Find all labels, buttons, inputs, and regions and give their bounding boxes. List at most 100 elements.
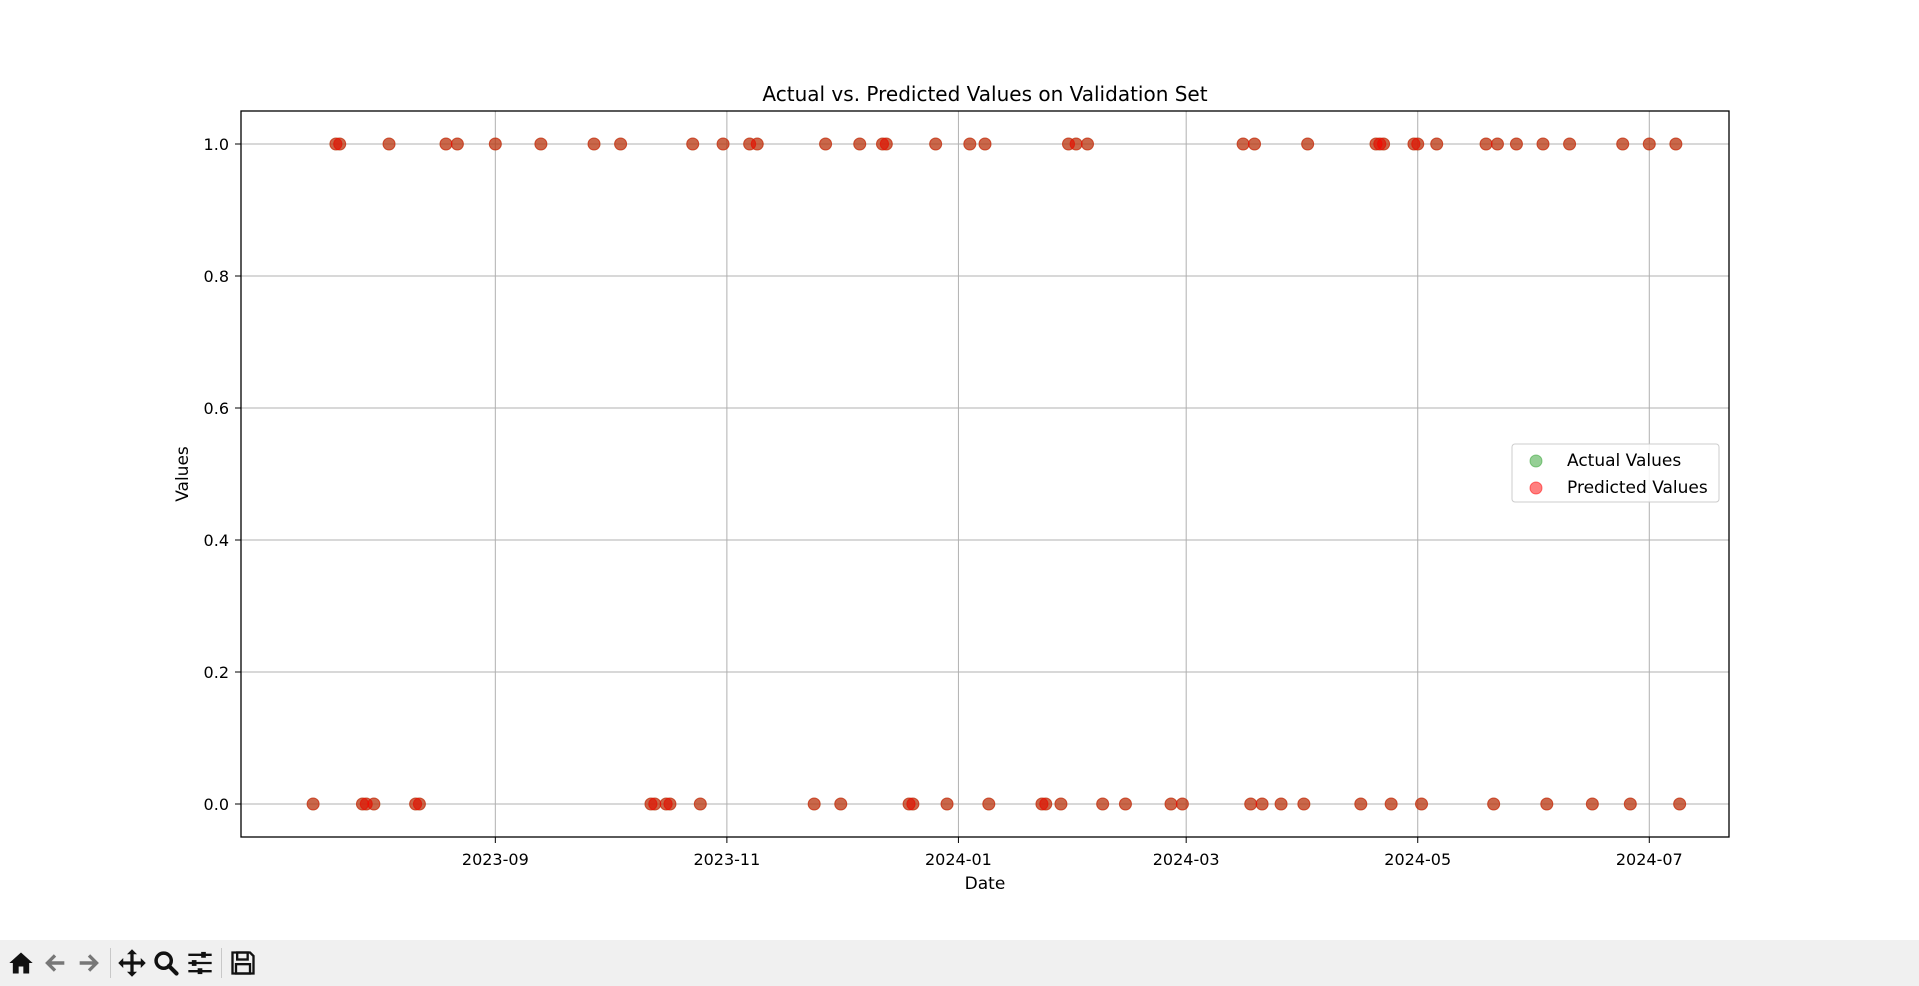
predicted-value-point: [1669, 137, 1683, 151]
predicted-value-point: [978, 137, 992, 151]
predicted-value-point: [1354, 797, 1368, 811]
predicted-value-point: [906, 797, 920, 811]
predicted-value-point: [1384, 797, 1398, 811]
predicted-value-point: [834, 797, 848, 811]
predicted-value-point: [439, 137, 453, 151]
toolbar-separator: [221, 948, 222, 978]
predicted-value-point: [819, 137, 833, 151]
predicted-value-point: [929, 137, 943, 151]
predicted-value-point: [1415, 797, 1429, 811]
predicted-value-point: [587, 137, 601, 151]
predicted-value-point: [1430, 137, 1444, 151]
predicted-value-point: [807, 797, 821, 811]
toolbar-separator: [110, 948, 111, 978]
predicted-value-point: [1039, 797, 1053, 811]
predicted-value-point: [412, 797, 426, 811]
x-tick-label: 2024-03: [1153, 850, 1220, 869]
predicted-value-point: [686, 137, 700, 151]
y-tick-label: 0.4: [204, 531, 229, 550]
y-axis-label: Values: [173, 446, 193, 502]
axes-frame: [240, 110, 1730, 838]
predicted-value-point: [853, 137, 867, 151]
predicted-value-point: [1080, 137, 1094, 151]
predicted-value-point: [1642, 137, 1656, 151]
predicted-value-point: [940, 797, 954, 811]
legend-box: [1511, 443, 1720, 503]
predicted-value-point: [1297, 797, 1311, 811]
predicted-value-point: [1096, 797, 1110, 811]
configure-subplots-button[interactable]: [183, 946, 217, 980]
predicted-value-point: [1540, 797, 1554, 811]
predicted-value-point: [614, 137, 628, 151]
arrow-left-icon: [45, 954, 65, 972]
predicted-value-point: [1623, 797, 1637, 811]
x-tick-label: 2024-07: [1616, 850, 1683, 869]
y-tick-label: 0.2: [204, 663, 229, 682]
predicted-value-point: [1255, 797, 1269, 811]
predicted-value-point: [1236, 137, 1250, 151]
predicted-value-point: [382, 137, 396, 151]
y-tick-label: 0.8: [204, 267, 229, 286]
predicted-value-point: [367, 797, 381, 811]
predicted-value-point: [693, 797, 707, 811]
axes-background: [241, 111, 1729, 837]
y-tick-label: 0.0: [204, 795, 229, 814]
predicted-value-point: [1377, 137, 1391, 151]
zoom-button[interactable]: [149, 946, 183, 980]
predicted-value-point: [1248, 137, 1262, 151]
predicted-value-point: [1118, 797, 1132, 811]
home-icon: [9, 952, 33, 974]
predicted-value-point: [1563, 137, 1577, 151]
save-button[interactable]: [226, 946, 260, 980]
predicted-value-point: [1536, 137, 1550, 151]
predicted-value-point: [1479, 137, 1493, 151]
predicted-value-point: [648, 797, 662, 811]
pan-button[interactable]: [115, 946, 149, 980]
y-tick-label: 0.6: [204, 399, 229, 418]
home-button[interactable]: [4, 946, 38, 980]
forward-button[interactable]: [72, 946, 106, 980]
predicted-value-point: [1509, 137, 1523, 151]
predicted-value-point: [716, 137, 730, 151]
arrow-right-icon: [79, 954, 99, 972]
predicted-value-point: [1411, 137, 1425, 151]
predicted-value-point: [663, 797, 677, 811]
predicted-value-point: [1069, 137, 1083, 151]
predicted-value-point: [306, 797, 320, 811]
predicted-value-point: [333, 137, 347, 151]
scatter-chart: 2023-09 2023-11 2024-01 2024-03 2024-05 2024-…: [173, 82, 1730, 894]
legend-marker-predicted: [1529, 481, 1543, 495]
back-button[interactable]: [38, 946, 72, 980]
x-tick-label: 2024-05: [1384, 850, 1451, 869]
magnifier-icon: [154, 951, 179, 976]
predicted-value-point: [1585, 797, 1599, 811]
axis-ticks: 2023-09 2023-11 2024-01 2024-03 2024-05 2024-…: [204, 135, 1683, 869]
predicted-value-point: [1164, 797, 1178, 811]
floppy-disk-icon: [231, 951, 255, 975]
predicted-value-point: [1244, 797, 1258, 811]
x-axis-label: Date: [965, 874, 1006, 894]
predicted-value-point: [982, 797, 996, 811]
predicted-value-point: [1054, 797, 1068, 811]
predicted-value-point: [1490, 137, 1504, 151]
x-tick-label: 2023-09: [462, 850, 529, 869]
predicted-value-point: [1616, 137, 1630, 151]
predicted-value-point: [1175, 797, 1189, 811]
predicted-value-point: [1301, 137, 1315, 151]
predicted-value-point: [1487, 797, 1501, 811]
navigation-toolbar: [0, 940, 1919, 986]
predicted-value-point: [1673, 797, 1687, 811]
data-points: [306, 137, 1687, 811]
legend-label-actual: Actual Values: [1567, 451, 1681, 471]
predicted-value-point: [534, 137, 548, 151]
x-tick-label: 2023-11: [693, 850, 760, 869]
sliders-icon: [188, 951, 212, 975]
predicted-value-point: [488, 137, 502, 151]
predicted-value-point: [750, 137, 764, 151]
predicted-value-point: [879, 137, 893, 151]
legend: Actual Values Predicted Values: [1511, 443, 1720, 503]
predicted-value-point: [450, 137, 464, 151]
figure: 2023-09 2023-11 2024-01 2024-03 2024-05 2024-…: [173, 82, 1730, 894]
chart-title: Actual vs. Predicted Values on Validatio…: [762, 82, 1207, 106]
y-tick-label: 1.0: [204, 135, 229, 154]
